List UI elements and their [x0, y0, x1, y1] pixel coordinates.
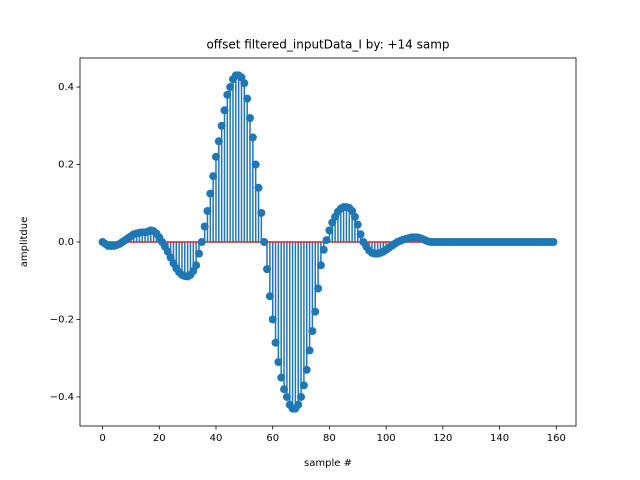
- stem-marker: [192, 261, 201, 270]
- stem-marker: [265, 292, 274, 301]
- stem-marker: [200, 222, 209, 231]
- stem-marker: [353, 220, 362, 229]
- y-tick-label: −0.2: [50, 314, 74, 325]
- stem-marker: [305, 346, 314, 355]
- stem-marker: [282, 392, 291, 401]
- stem-marker: [271, 338, 280, 347]
- x-tick-label: 80: [323, 433, 336, 444]
- stem-marker: [211, 152, 220, 161]
- y-tick-label: 0.2: [58, 160, 74, 171]
- y-tick-label: −0.4: [50, 392, 74, 403]
- stem-marker: [226, 83, 235, 92]
- stem-marker: [322, 236, 331, 245]
- stem-marker: [203, 207, 212, 216]
- stem-marker: [350, 212, 359, 221]
- stem-marker: [217, 121, 226, 130]
- x-tick-label: 20: [153, 433, 166, 444]
- x-tick-label: 140: [490, 433, 509, 444]
- stem-marker: [260, 238, 269, 246]
- stem-marker: [274, 358, 283, 367]
- x-tick-label: 160: [547, 433, 566, 444]
- stem-marker: [209, 172, 218, 181]
- stem-marker: [314, 284, 323, 293]
- stem-marker: [308, 327, 317, 336]
- stem-marker: [356, 230, 365, 239]
- stem-marker: [197, 238, 206, 246]
- stem-marker: [280, 385, 289, 394]
- stem-marker: [294, 400, 303, 409]
- stem-marker: [263, 265, 272, 274]
- stem-marker: [549, 238, 558, 246]
- stem-marker: [194, 249, 203, 258]
- x-tick-label: 40: [210, 433, 223, 444]
- chart-title: offset filtered_inputData_I by: +14 samp: [206, 38, 449, 52]
- stem-marker: [311, 307, 320, 316]
- axes-frame: [79, 57, 577, 427]
- y-tick-label: 0.0: [58, 237, 74, 248]
- stem-marker: [243, 94, 252, 103]
- stem-marker: [246, 114, 255, 123]
- stem-marker: [254, 183, 263, 192]
- stem-marker: [248, 133, 257, 142]
- stem-marker: [214, 137, 223, 146]
- stem-marker: [319, 245, 328, 254]
- stem-marker: [297, 392, 306, 401]
- stem-marker: [240, 79, 249, 88]
- y-tick-label: 0.4: [58, 82, 74, 93]
- stem-marker: [206, 189, 215, 198]
- x-tick-label: 100: [377, 433, 396, 444]
- stem-marker: [302, 365, 311, 374]
- stem-marker: [223, 90, 232, 99]
- x-tick-label: 120: [433, 433, 452, 444]
- x-tick-label: 60: [266, 433, 279, 444]
- stem-marker: [299, 381, 308, 390]
- x-tick-label: 0: [99, 433, 105, 444]
- stem-marker: [268, 315, 277, 324]
- stem-marker: [251, 160, 260, 169]
- stem-marker: [220, 106, 229, 115]
- stem-marker: [257, 208, 266, 217]
- x-axis-label: sample #: [304, 458, 352, 469]
- y-axis-label: amplitdue: [19, 217, 30, 268]
- stem-marker: [277, 373, 286, 382]
- stem-marker: [325, 226, 334, 235]
- stem-marker: [316, 261, 325, 270]
